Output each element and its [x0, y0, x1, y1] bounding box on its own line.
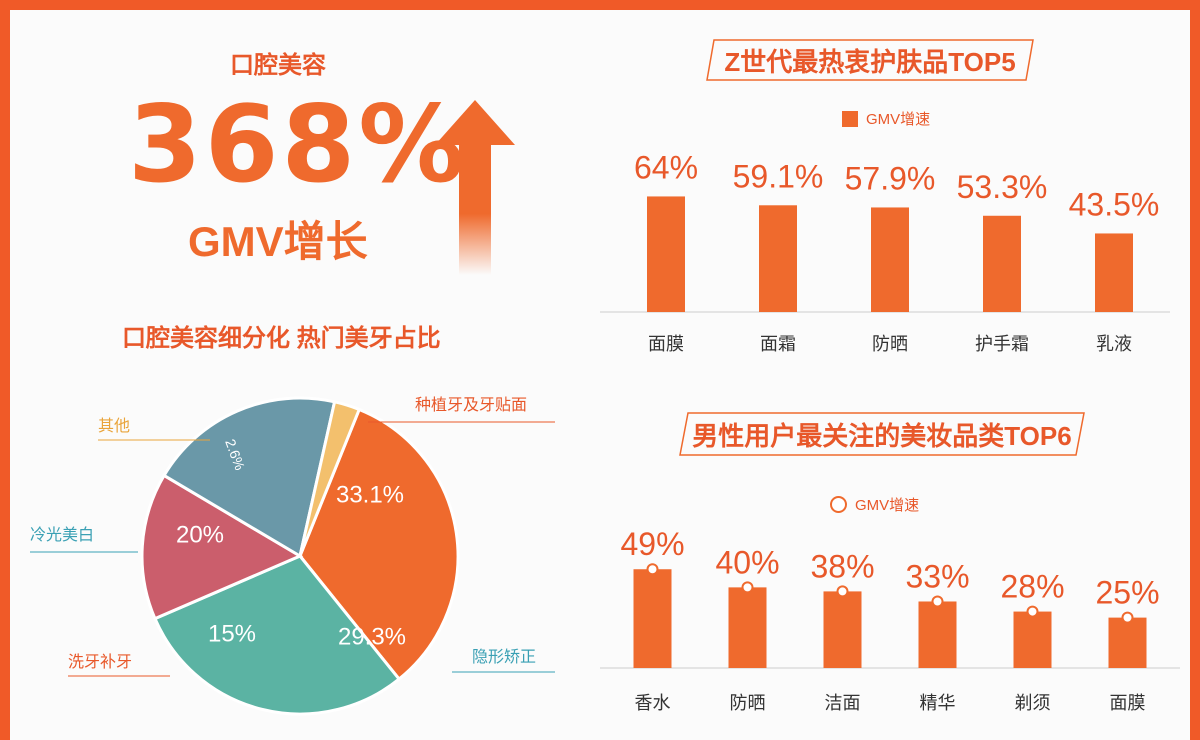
bar-marker	[1028, 607, 1038, 617]
bar-value-label: 28%	[1000, 569, 1064, 605]
bar	[919, 601, 957, 668]
pie-chart-title: 口腔美容细分化 热门美牙占比	[122, 318, 441, 353]
bar	[983, 216, 1021, 312]
pie-category-label: 冷光美白	[30, 526, 94, 544]
bar-chart-1-legend: GMV增速	[842, 108, 930, 129]
bar-value-label: 49%	[620, 526, 684, 562]
category-label: 面霜	[760, 334, 796, 354]
legend-square-icon	[842, 111, 858, 127]
pie-value-label: 29.3%	[338, 623, 406, 650]
pie-category-label: 种植牙及牙贴面	[415, 396, 527, 414]
bar-value-label: 43.5%	[1069, 186, 1160, 222]
category-label: 剃须	[1015, 693, 1051, 713]
bar-value-label: 59.1%	[733, 158, 824, 194]
pie-category-label: 其他	[98, 417, 130, 435]
oral-beauty-title: 口腔美容	[230, 45, 326, 80]
bar-value-label: 40%	[715, 544, 779, 580]
bar	[729, 587, 767, 668]
category-label: 洁面	[825, 693, 861, 713]
bar-value-label: 53.3%	[957, 169, 1048, 205]
pie-category-label: 洗牙补牙	[68, 653, 132, 671]
bar-value-label: 25%	[1095, 575, 1159, 611]
category-label: 精华	[920, 693, 956, 713]
bar-value-label: 64%	[634, 149, 698, 185]
bar-marker	[743, 582, 753, 592]
category-label: 防晒	[872, 334, 908, 354]
bar-marker	[648, 564, 658, 574]
bar	[634, 569, 672, 668]
bar-chart-1-title: Z世代最热衷护肤品TOP5	[705, 37, 1035, 83]
category-label: 香水	[635, 693, 671, 713]
bar-chart-2-legend: GMV增速	[830, 494, 919, 515]
gmv-growth-label: GMV增长	[188, 208, 368, 269]
bar-marker	[933, 596, 943, 606]
up-arrow-icon	[435, 100, 515, 275]
bar	[824, 591, 862, 668]
legend-circle-icon	[830, 496, 847, 513]
category-label: 防晒	[730, 693, 766, 713]
bar	[1014, 612, 1052, 668]
bar-chart-2: 49% 香水 40% 防晒 38% 洁面 33% 精华 28% 剃须 25% 面膜	[600, 525, 1180, 730]
pie-category-label: 隐形矫正	[472, 648, 536, 666]
bar-chart-2-title: 男性用户最关注的美妆品类TOP6	[678, 410, 1086, 458]
pie-value-label: 15%	[208, 620, 256, 647]
infographic-card: 口腔美容 368% GMV增长 口腔美容细分化 热门美牙占比 33.1% 29.3…	[10, 10, 1190, 740]
bar-marker	[838, 586, 848, 596]
bar-value-label: 57.9%	[845, 160, 936, 196]
growth-value: 368%	[128, 92, 467, 198]
bar-chart-1: 64% 面膜 59.1% 面霜 57.9% 防晒 53.3% 护手霜 43.5% 乳液	[600, 140, 1180, 360]
bar-value-label: 38%	[810, 548, 874, 584]
category-label: 面膜	[1110, 693, 1146, 713]
bar	[1095, 233, 1133, 312]
bar	[759, 205, 797, 312]
bar	[647, 196, 685, 312]
category-label: 乳液	[1096, 334, 1132, 354]
bar	[871, 207, 909, 312]
bar-value-label: 33%	[905, 558, 969, 594]
bar	[1109, 618, 1147, 668]
category-label: 面膜	[648, 334, 684, 354]
pie-chart: 33.1%29.3%15%20%2.6%种植牙及牙贴面隐形矫正洗牙补牙冷光美白其…	[10, 380, 570, 730]
category-label: 护手霜	[975, 334, 1029, 354]
bar-marker	[1123, 613, 1133, 623]
pie-value-label: 20%	[176, 521, 224, 548]
pie-value-label: 33.1%	[336, 481, 404, 508]
